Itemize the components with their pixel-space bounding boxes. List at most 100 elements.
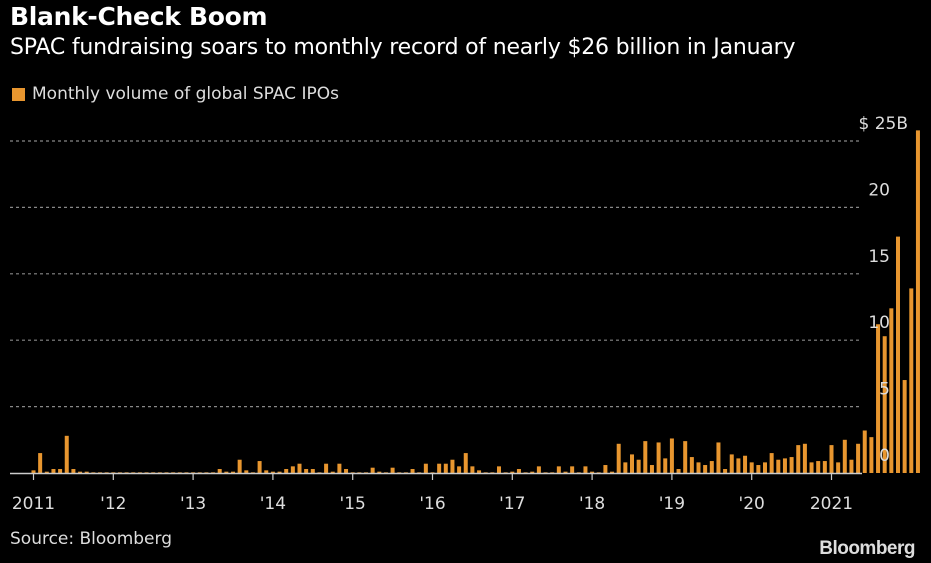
- x-tick-label: 2011: [12, 494, 55, 514]
- bar: [237, 459, 242, 473]
- bar: [676, 469, 681, 473]
- bar: [364, 472, 368, 474]
- bar: [716, 442, 721, 473]
- bar: [410, 469, 415, 473]
- bar: [430, 472, 435, 474]
- bar: [337, 463, 342, 473]
- bar: [497, 466, 501, 473]
- bar: [683, 441, 688, 473]
- bar: [523, 472, 528, 474]
- bar: [383, 472, 388, 474]
- source-note: Source: Bloomberg: [10, 529, 172, 549]
- bar: [450, 459, 455, 473]
- bar: [556, 466, 561, 473]
- bar: [749, 462, 754, 473]
- x-tick-label: '17: [499, 494, 525, 514]
- bar: [177, 472, 182, 474]
- y-tick-label: 20: [868, 180, 890, 200]
- bar: [583, 466, 588, 473]
- bar: [51, 469, 56, 473]
- bar: [862, 430, 867, 473]
- bar: [423, 463, 428, 473]
- bar: [397, 472, 402, 474]
- bar: [370, 467, 375, 473]
- chart-title: Blank-Check Boom: [10, 2, 268, 31]
- bar: [84, 471, 89, 473]
- bar: [610, 471, 615, 473]
- bar: [78, 471, 83, 473]
- bar: [909, 288, 914, 473]
- bar: [257, 461, 262, 473]
- bar: [876, 324, 881, 473]
- bar: [477, 470, 482, 473]
- bar: [357, 472, 362, 474]
- bar: [490, 472, 495, 474]
- bar: [277, 471, 282, 473]
- x-axis: 2011 '12 '13 '14 '15 '16 '17 '18 '19 '20 2021: [10, 472, 862, 514]
- bar: [536, 466, 541, 473]
- legend-label: Monthly volume of global SPAC IPOs: [32, 84, 339, 104]
- bar: [570, 466, 575, 473]
- bar: [264, 470, 269, 473]
- x-tick-label: '18: [579, 494, 605, 514]
- bar: [703, 465, 708, 473]
- bar: [38, 453, 43, 473]
- bar: [344, 469, 349, 473]
- bar: [244, 470, 249, 473]
- bar: [503, 472, 508, 474]
- x-tick-label: '15: [340, 494, 366, 514]
- x-tick-label: '14: [260, 494, 286, 514]
- bar: [350, 472, 355, 474]
- bar: [164, 472, 169, 474]
- bar: [124, 472, 129, 474]
- bar: [630, 454, 634, 473]
- bar: [709, 461, 714, 473]
- y-axis: 0 5 10 15 20 $ 25B: [858, 114, 908, 466]
- bar: [603, 465, 608, 473]
- bar: [470, 466, 475, 473]
- bar: [836, 462, 841, 473]
- y-tick-label: $ 25B: [858, 114, 908, 134]
- bar: [44, 471, 49, 473]
- bar: [576, 472, 581, 474]
- bar: [91, 472, 96, 474]
- bar: [822, 461, 827, 473]
- bar: [211, 472, 216, 474]
- bar: [796, 445, 801, 473]
- bar: [590, 471, 595, 473]
- bar: [530, 471, 535, 473]
- bar: [782, 458, 787, 473]
- bar: [284, 469, 289, 473]
- bar: [443, 463, 448, 473]
- bar: [869, 437, 874, 473]
- y-tick-label: 0: [879, 446, 890, 466]
- bar: [117, 472, 122, 474]
- bar: [902, 380, 907, 473]
- bar: [457, 466, 462, 473]
- bar: [297, 463, 302, 473]
- bar: [623, 462, 628, 473]
- bar: [417, 472, 422, 474]
- bar: [58, 469, 63, 473]
- bar: [723, 469, 728, 473]
- bar: [377, 471, 382, 473]
- bar: [543, 472, 548, 474]
- bar: [231, 471, 235, 473]
- bar: [31, 470, 36, 473]
- bar: [98, 472, 102, 474]
- bar: [696, 462, 701, 473]
- bar: [809, 462, 814, 473]
- bar: [171, 472, 176, 474]
- bar: [882, 336, 887, 473]
- bar: [756, 465, 761, 473]
- bar: [151, 472, 156, 474]
- bar: [729, 454, 734, 473]
- bar: [643, 441, 648, 473]
- y-tick-label: 15: [868, 247, 890, 267]
- bar: [816, 461, 821, 473]
- bar: [197, 472, 202, 474]
- bar: [896, 236, 900, 473]
- bar: [483, 472, 488, 474]
- bar: [71, 469, 76, 473]
